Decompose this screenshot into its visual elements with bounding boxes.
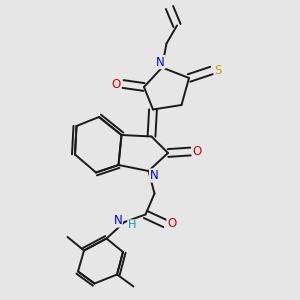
Text: O: O bbox=[112, 77, 121, 91]
Text: N: N bbox=[149, 169, 158, 182]
Text: O: O bbox=[193, 145, 202, 158]
Text: S: S bbox=[214, 64, 222, 77]
Text: H: H bbox=[128, 220, 136, 230]
Text: N: N bbox=[156, 56, 165, 69]
Text: N: N bbox=[113, 214, 122, 227]
Text: O: O bbox=[167, 217, 176, 230]
